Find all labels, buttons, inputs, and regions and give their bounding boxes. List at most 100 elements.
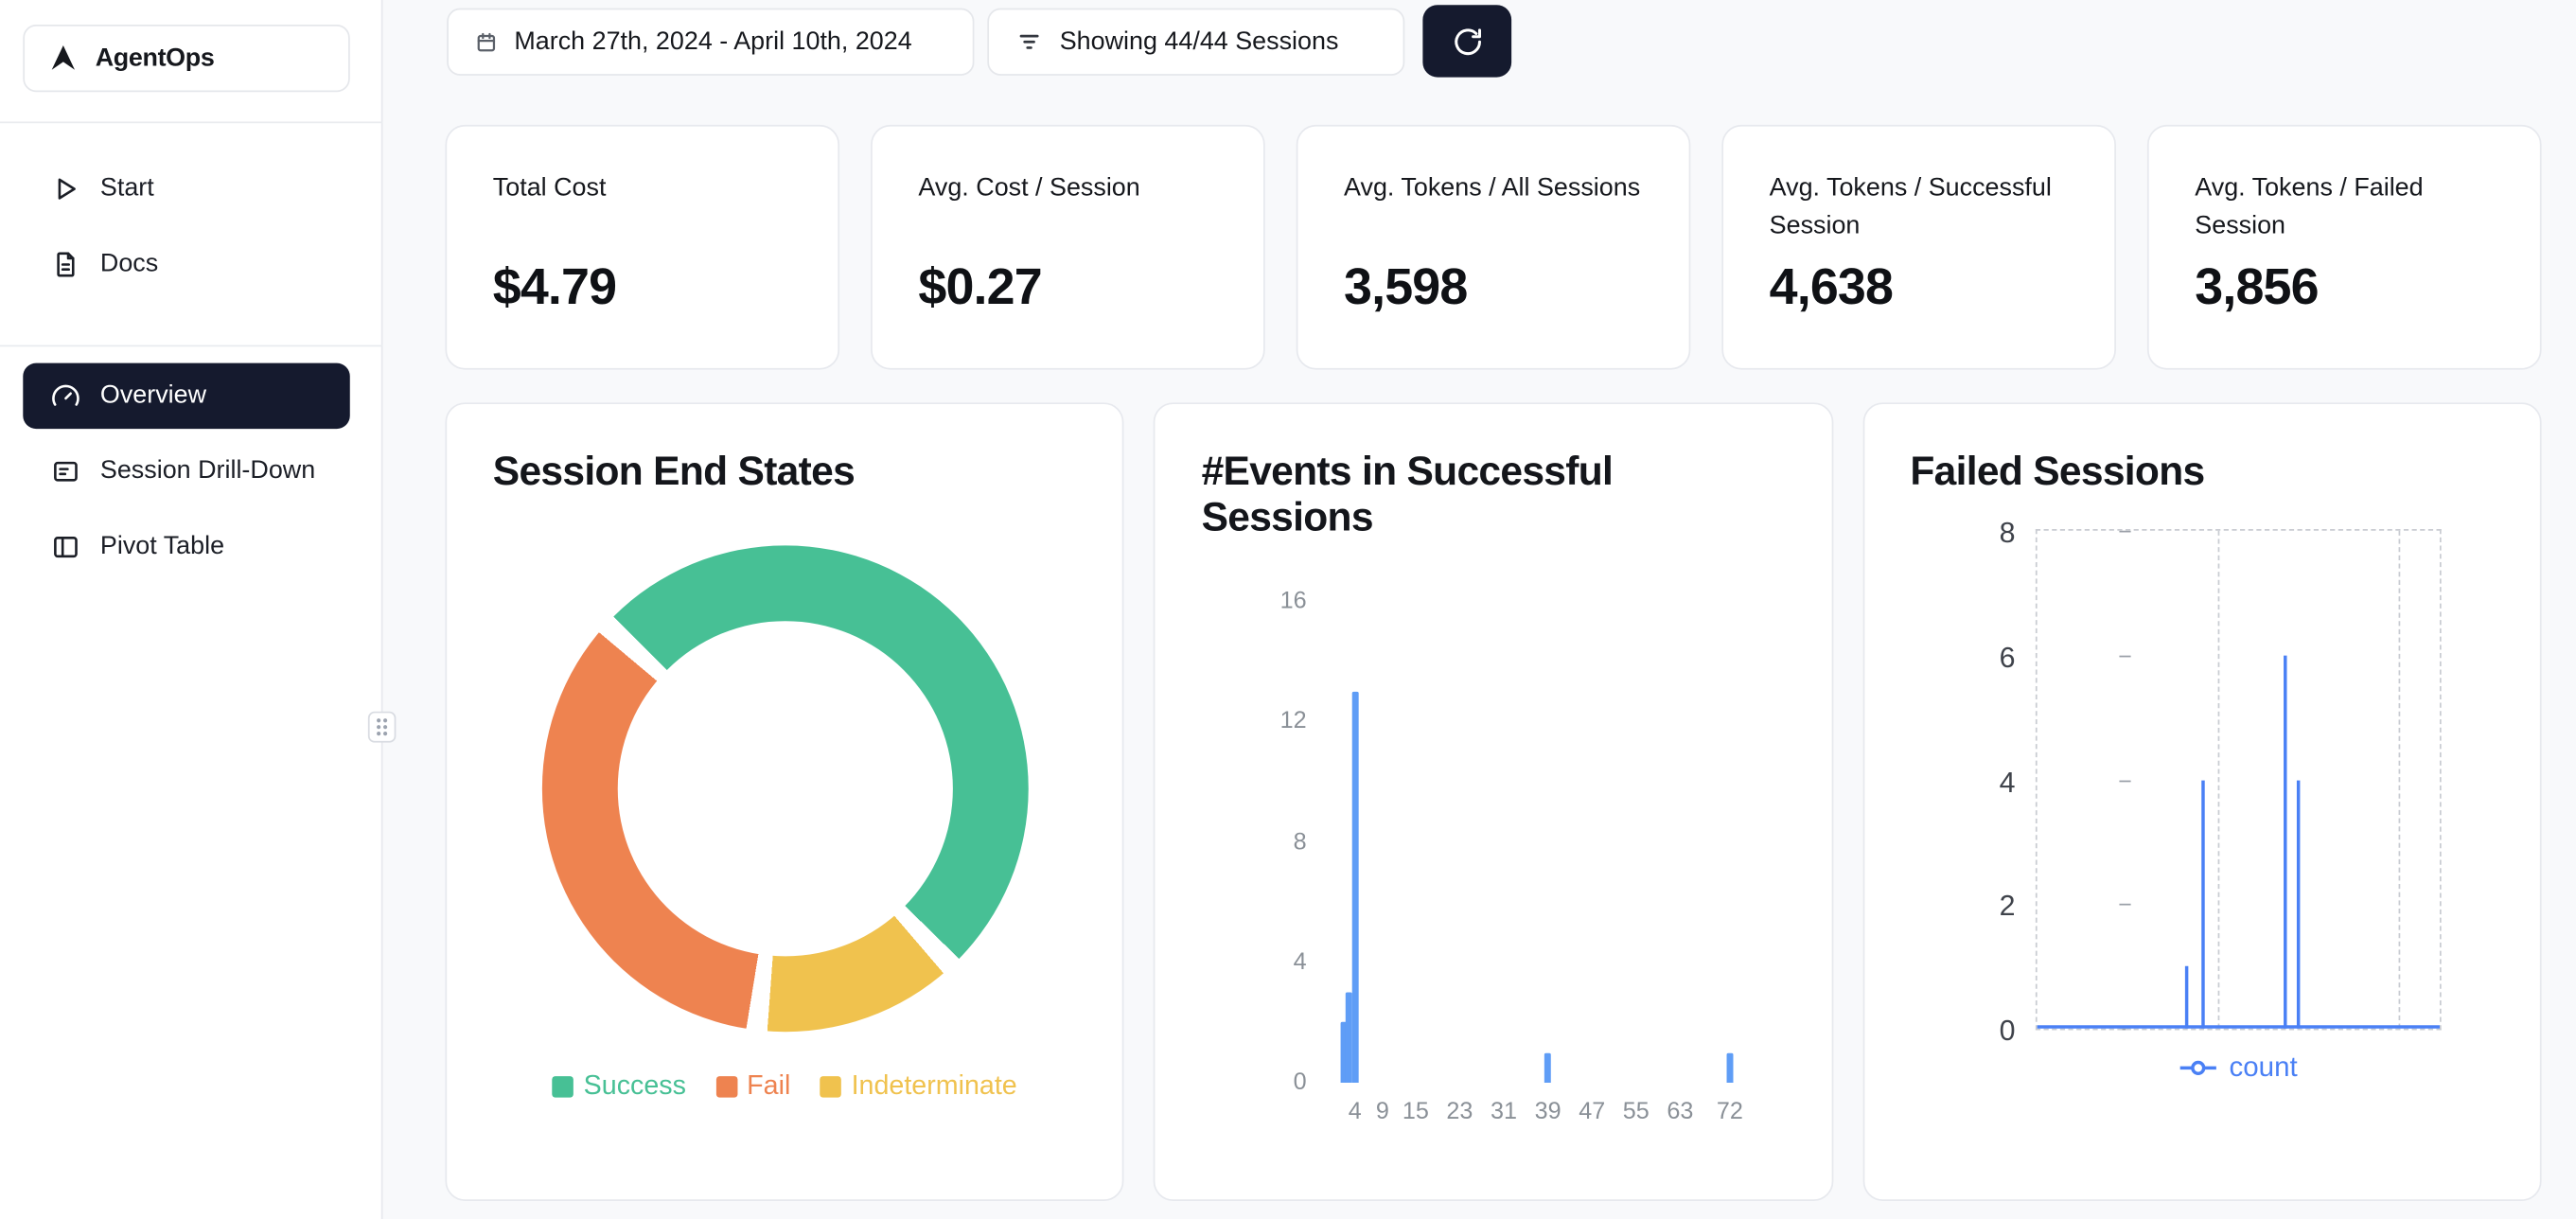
stat-value: $4.79 bbox=[492, 257, 617, 316]
failed-legend-count[interactable]: count bbox=[2035, 1051, 2441, 1085]
x-axis-tick-label: 55 bbox=[1622, 1099, 1650, 1126]
y-axis-tick-label: 0 bbox=[1999, 1014, 2016, 1047]
y-axis-tick-mark bbox=[2118, 904, 2130, 906]
y-axis-tick-label: 0 bbox=[1293, 1069, 1307, 1096]
series-spike bbox=[2284, 655, 2288, 1029]
legend-item-fail[interactable]: Fail bbox=[715, 1071, 790, 1103]
stat-label: Avg. Cost / Session bbox=[918, 174, 1140, 203]
app-logo[interactable]: AgentOps bbox=[23, 25, 350, 93]
refresh-button[interactable] bbox=[1422, 5, 1512, 78]
x-axis-tick-label: 72 bbox=[1716, 1099, 1743, 1126]
donut-legend: Success Fail Indeterminate bbox=[493, 1071, 1077, 1103]
failed-plot[interactable] bbox=[2035, 528, 2442, 1031]
x-axis-tick-label: 23 bbox=[1446, 1099, 1473, 1126]
histogram-bar bbox=[1544, 1052, 1552, 1084]
grip-icon bbox=[377, 718, 388, 736]
stat-value: 4,638 bbox=[1769, 257, 1894, 316]
session-list-icon bbox=[51, 457, 80, 486]
series-spike bbox=[2201, 779, 2205, 1029]
legend-item-success[interactable]: Success bbox=[552, 1070, 686, 1103]
y-axis-tick-label: 8 bbox=[1999, 516, 2016, 549]
sidebar-item-label: Start bbox=[99, 174, 154, 203]
x-axis-tick-label: 39 bbox=[1534, 1099, 1561, 1126]
stat-label: Avg. Tokens / All Sessions bbox=[1344, 174, 1641, 203]
y-axis-tick-label: 8 bbox=[1293, 828, 1307, 856]
docs-icon bbox=[51, 250, 80, 279]
sidebar-item-start[interactable]: Start bbox=[23, 156, 349, 221]
stat-card-avg-cost-session: Avg. Cost / Session $0.27 bbox=[871, 124, 1265, 370]
x-axis-tick-label: 47 bbox=[1579, 1099, 1606, 1126]
y-axis-tick-label: 16 bbox=[1279, 588, 1307, 615]
refresh-icon bbox=[1452, 26, 1483, 57]
failed-sessions-chart: 0 2 4 6 8 count bbox=[1910, 513, 2494, 1113]
sidebar-item-session-drill-down[interactable]: Session Drill-Down bbox=[23, 439, 349, 504]
histogram-bar bbox=[1726, 1052, 1734, 1084]
charts-row: Session End States Success Fail Indetermin… bbox=[445, 402, 2542, 1202]
legend-label: Fail bbox=[747, 1070, 791, 1102]
y-axis-tick-label: 6 bbox=[1999, 640, 2016, 674]
sidebar-item-docs[interactable]: Docs bbox=[23, 232, 349, 297]
failed-sessions-card: Failed Sessions 0 2 4 6 8 count bbox=[1862, 402, 2542, 1202]
stat-card-avg-tokens-all: Avg. Tokens / All Sessions 3,598 bbox=[1296, 124, 1691, 370]
legend-label: Indeterminate bbox=[851, 1070, 1017, 1102]
sidebar-item-overview[interactable]: Overview bbox=[23, 362, 350, 430]
stats-row: Total Cost $4.79 Avg. Cost / Session $0.… bbox=[445, 124, 2542, 370]
events-y-axis: 0 4 8 12 16 bbox=[1202, 588, 1307, 1095]
histogram-bar bbox=[1340, 1022, 1348, 1084]
agentops-logo-icon bbox=[46, 41, 80, 75]
session-end-states-card: Session End States Success Fail Indetermin… bbox=[445, 402, 1124, 1202]
legend-label: Success bbox=[583, 1070, 686, 1102]
legend-label: count bbox=[2229, 1051, 2298, 1084]
sidebar-divider bbox=[0, 121, 383, 124]
y-axis-tick-mark bbox=[2118, 530, 2130, 533]
stat-card-total-cost: Total Cost $4.79 bbox=[445, 124, 840, 370]
chart-title: Failed Sessions bbox=[1910, 450, 2205, 495]
sidebar-item-label: Docs bbox=[99, 249, 159, 278]
filter-icon bbox=[1015, 28, 1044, 57]
vertical-gridline bbox=[2398, 530, 2401, 1029]
x-axis-tick-label: 63 bbox=[1667, 1099, 1694, 1126]
play-icon bbox=[51, 174, 80, 203]
events-plot[interactable] bbox=[1332, 601, 1752, 1084]
stat-label: Total Cost bbox=[492, 174, 607, 203]
legend-item-indeterminate[interactable]: Indeterminate bbox=[820, 1071, 1017, 1103]
y-axis-tick-label: 4 bbox=[1293, 948, 1307, 976]
chart-title: Session End States bbox=[492, 450, 856, 495]
series-spike bbox=[2185, 965, 2189, 1029]
sidebar-item-label: Overview bbox=[99, 380, 207, 410]
histogram-bar bbox=[1351, 691, 1359, 1084]
stat-value: $0.27 bbox=[918, 257, 1042, 316]
y-axis-tick-label: 12 bbox=[1279, 708, 1307, 735]
line-marker-icon bbox=[2179, 1058, 2218, 1078]
x-axis-tick-label: 31 bbox=[1490, 1099, 1518, 1126]
stat-value: 3,598 bbox=[1344, 257, 1468, 316]
stat-card-avg-tokens-failed: Avg. Tokens / Failed Session 3,856 bbox=[2146, 124, 2542, 370]
donut-hole bbox=[617, 621, 953, 957]
legend-swatch bbox=[820, 1076, 842, 1098]
session-end-states-donut[interactable] bbox=[541, 545, 1029, 1033]
gauge-icon bbox=[51, 381, 80, 411]
sidebar: AgentOps Start Docs Overview S bbox=[0, 0, 383, 1219]
x-axis-tick-label: 9 bbox=[1375, 1099, 1389, 1126]
vertical-gridline bbox=[2217, 530, 2220, 1029]
stat-label: Avg. Tokens / Failed Session bbox=[2195, 174, 2424, 240]
sidebar-divider bbox=[0, 344, 383, 347]
legend-swatch bbox=[552, 1076, 574, 1098]
stat-value: 3,856 bbox=[2195, 257, 2319, 316]
date-range-button[interactable]: March 27th, 2024 - April 10th, 2024 bbox=[447, 8, 975, 76]
date-range-label: March 27th, 2024 - April 10th, 2024 bbox=[514, 26, 912, 56]
events-chart: 0 4 8 12 16 4 9 15 23 31 39 47 55 63 72 bbox=[1202, 565, 1786, 1173]
sessions-filter-button[interactable]: Showing 44/44 Sessions bbox=[987, 8, 1405, 76]
chart-title: #Events in Successful Sessions bbox=[1201, 450, 1614, 541]
sidebar-item-pivot-table[interactable]: Pivot Table bbox=[23, 514, 349, 579]
series-baseline bbox=[2037, 1025, 2440, 1029]
x-axis-tick-label: 4 bbox=[1348, 1099, 1362, 1126]
failed-y-axis: 0 2 4 6 8 bbox=[1910, 516, 2130, 1047]
x-axis-tick-label: 15 bbox=[1402, 1099, 1429, 1126]
y-axis-tick-label: 2 bbox=[1999, 889, 2016, 923]
legend-swatch bbox=[715, 1076, 737, 1098]
stat-card-avg-tokens-successful: Avg. Tokens / Successful Session 4,638 bbox=[1721, 124, 2116, 370]
sidebar-resize-handle[interactable] bbox=[367, 711, 397, 743]
calendar-icon bbox=[475, 30, 498, 53]
